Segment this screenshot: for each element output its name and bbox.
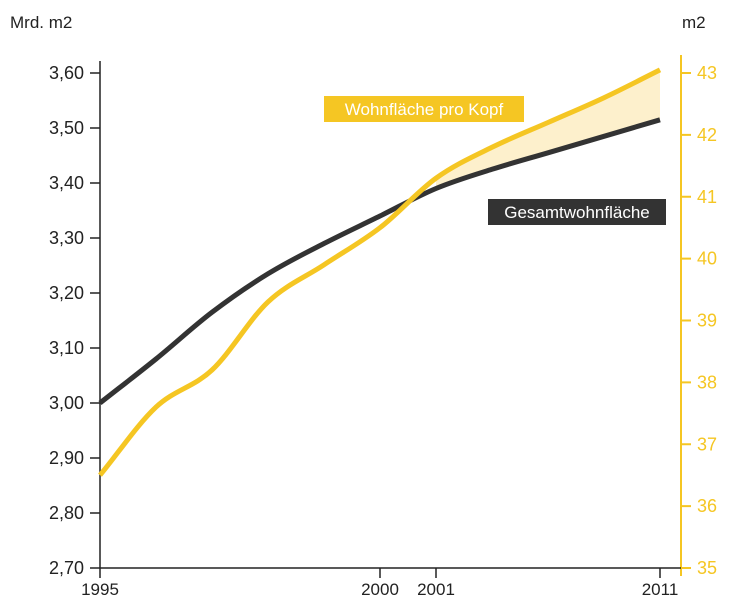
right-axis-unit-label: m2 bbox=[682, 13, 706, 32]
right-tick-label: 37 bbox=[697, 434, 717, 454]
x-tick-label: 2011 bbox=[642, 580, 679, 599]
series-label-wohnflaeche-pro-kopf-box bbox=[324, 96, 524, 122]
series-line-gesamtwohnflaeche bbox=[98, 117, 661, 405]
x-tick-label: 2000 bbox=[361, 580, 399, 599]
left-tick-label: 2,90 bbox=[49, 448, 84, 468]
right-tick-label: 41 bbox=[697, 187, 717, 207]
series-label-gesamtwohnflaeche-box bbox=[488, 199, 666, 225]
left-tick-label: 3,30 bbox=[49, 228, 84, 248]
series-label-gesamtwohnflaeche: Gesamtwohnfläche bbox=[504, 203, 650, 222]
right-tick-label: 43 bbox=[697, 63, 717, 83]
left-tick-label: 3,60 bbox=[49, 63, 84, 83]
left-tick-label: 2,80 bbox=[49, 503, 84, 523]
left-tick-label: 3,00 bbox=[49, 393, 84, 413]
left-tick-label: 3,50 bbox=[49, 118, 84, 138]
left-tick-label: 3,10 bbox=[49, 338, 84, 358]
right-tick-label: 38 bbox=[697, 372, 717, 392]
series-line-wohnflaeche-pro-kopf bbox=[98, 67, 662, 477]
right-tick-label: 42 bbox=[697, 125, 717, 145]
left-tick-label: 3,20 bbox=[49, 283, 84, 303]
right-tick-label: 36 bbox=[697, 496, 717, 516]
right-tick-label: 40 bbox=[697, 249, 717, 269]
x-tick-label: 1995 bbox=[81, 580, 119, 599]
left-tick-label: 2,70 bbox=[49, 558, 84, 578]
left-axis-unit-label: Mrd. m2 bbox=[10, 13, 73, 32]
left-tick-label: 3,40 bbox=[49, 173, 84, 193]
x-tick-label: 2001 bbox=[417, 580, 455, 599]
right-tick-label: 39 bbox=[697, 311, 717, 331]
series-label-wohnflaeche-pro-kopf: Wohnfläche pro Kopf bbox=[345, 100, 504, 119]
right-tick-label: 35 bbox=[697, 558, 717, 578]
